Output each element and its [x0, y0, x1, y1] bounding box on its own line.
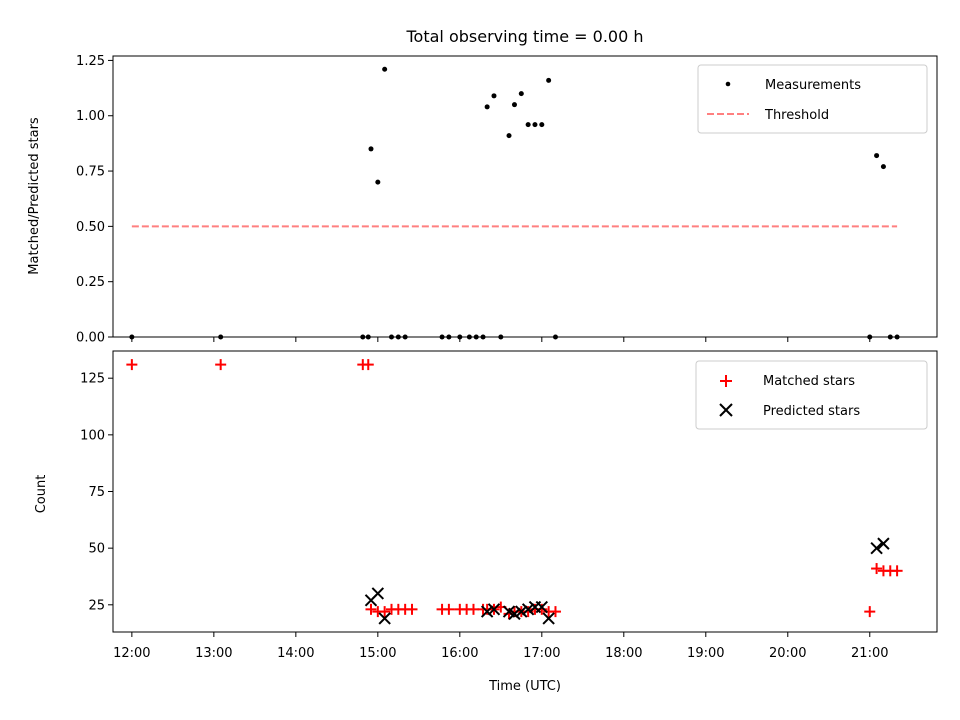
bottom-y-tick-label: 100 [80, 428, 105, 443]
bottom-x-tick-label: 21:00 [851, 646, 888, 661]
predicted-star-marker [508, 607, 521, 621]
legend-measurements-marker [725, 81, 731, 87]
predicted-star-marker-b [502, 605, 516, 618]
predicted-star-marker [877, 537, 890, 550]
bottom-x-ticks: 12:00 13:00 14:00 15:00 16:00 17:00 18:00 19:00… [113, 632, 889, 661]
predicted-star-marker-b [870, 541, 883, 555]
top-y-tick-label: 1.00 [76, 109, 105, 124]
bottom-count-points [126, 359, 903, 625]
predicted-star-marker-b [542, 612, 555, 625]
bottom-x-tick-label: 15:00 [359, 646, 396, 661]
matched-star-marker [891, 565, 903, 577]
top-legend: Measurements Threshold [697, 64, 928, 134]
matched-star-marker [215, 359, 227, 371]
measurement-point [880, 164, 886, 170]
bottom-x-tick-label: 12:00 [113, 646, 150, 661]
measurement-point [375, 179, 381, 185]
predicted-star-marker [378, 612, 391, 625]
predicted-star-marker [480, 605, 494, 618]
predicted-star-marker [535, 600, 549, 614]
bottom-x-tick-label: 16:00 [441, 646, 478, 661]
matched-star-marker [362, 359, 374, 371]
predicted-star-marker-b [535, 600, 549, 614]
bottom-panel: 25 50 75 100 125 12:00 13:00 14:00 15:00 16:00 17… [34, 350, 938, 694]
measurement-point [518, 91, 524, 97]
bottom-legend-box [695, 360, 928, 430]
matched-star-marker [126, 359, 138, 371]
predicted-star-marker-b [487, 603, 501, 616]
matched-star-marker [467, 603, 479, 615]
top-y-tick-label: 1.25 [76, 54, 105, 69]
predicted-star-marker [371, 587, 385, 600]
predicted-star-marker-b [515, 605, 528, 618]
measurement-point [539, 122, 545, 128]
matched-star-marker [379, 606, 391, 618]
predicted-star-marker-b [480, 605, 494, 618]
top-axes-frame [112, 55, 938, 338]
matched-star-marker [443, 603, 455, 615]
legend-threshold-label: Threshold [764, 108, 829, 123]
measurement-point [506, 133, 512, 139]
legend-predicted-marker [719, 403, 733, 417]
bottom-legend: Matched stars Predicted stars [695, 360, 928, 430]
top-x-ticks [131, 337, 871, 342]
measurement-point [511, 102, 517, 108]
predicted-star-marker-b [378, 612, 391, 625]
bottom-y-tick-label: 50 [88, 542, 105, 557]
top-y-tick-label: 0.75 [76, 165, 105, 180]
predicted-star-marker [521, 603, 535, 616]
bottom-x-tick-label: 19:00 [687, 646, 724, 661]
predicted-star-marker-b [521, 603, 535, 616]
bottom-x-tick-label: 17:00 [523, 646, 560, 661]
bottom-y-axis-label: Count [34, 475, 49, 514]
predicted-star-marker [487, 603, 501, 616]
chart-title: Total observing time = 0.00 h [405, 27, 643, 46]
top-y-axis-label: Matched/Predicted stars [27, 117, 42, 275]
measurement-point [368, 146, 374, 152]
bottom-x-tick-label: 14:00 [277, 646, 314, 661]
legend-matched-label: Matched stars [763, 374, 855, 389]
matched-star-marker [549, 606, 561, 618]
measurement-point [491, 93, 497, 99]
matched-star-marker [365, 603, 377, 615]
predicted-star-marker-b [371, 587, 385, 600]
top-y-tick-label: 0.25 [76, 275, 105, 290]
bottom-y-tick-label: 25 [88, 598, 105, 613]
bottom-y-tick-label: 125 [80, 372, 105, 387]
x-axis-label: Time (UTC) [488, 679, 561, 694]
legend-matched-marker [720, 375, 732, 387]
measurement-point [382, 66, 388, 72]
top-legend-box [697, 64, 928, 134]
measurement-point [484, 104, 490, 110]
measurement-point [525, 122, 531, 128]
predicted-star-marker [542, 612, 555, 625]
top-measurement-points [129, 66, 900, 340]
measurement-point [874, 153, 880, 159]
top-panel: 0.00 0.25 0.50 0.75 1.00 1.25 Matched/Predict… [27, 54, 938, 346]
predicted-star-marker-b [508, 607, 521, 621]
matched-star-marker [406, 603, 418, 615]
predicted-star-marker [870, 541, 883, 555]
predicted-star-marker [515, 605, 528, 618]
bottom-x-tick-label: 13:00 [195, 646, 232, 661]
bottom-x-tick-label: 18:00 [605, 646, 642, 661]
bottom-y-ticks: 25 50 75 100 125 [80, 372, 113, 613]
top-y-tick-label: 0.00 [76, 331, 105, 346]
measurement-point [546, 77, 552, 83]
legend-predicted-label: Predicted stars [763, 404, 860, 419]
legend-measurements-label: Measurements [765, 78, 861, 93]
top-y-tick-label: 0.50 [76, 220, 105, 235]
predicted-star-marker-b [877, 537, 890, 550]
matched-star-marker [871, 563, 883, 575]
measurement-point [532, 122, 538, 128]
bottom-y-tick-label: 75 [88, 485, 105, 500]
matched-star-marker [864, 606, 876, 618]
top-y-ticks: 0.00 0.25 0.50 0.75 1.00 1.25 [76, 54, 113, 346]
bottom-x-tick-label: 20:00 [769, 646, 806, 661]
